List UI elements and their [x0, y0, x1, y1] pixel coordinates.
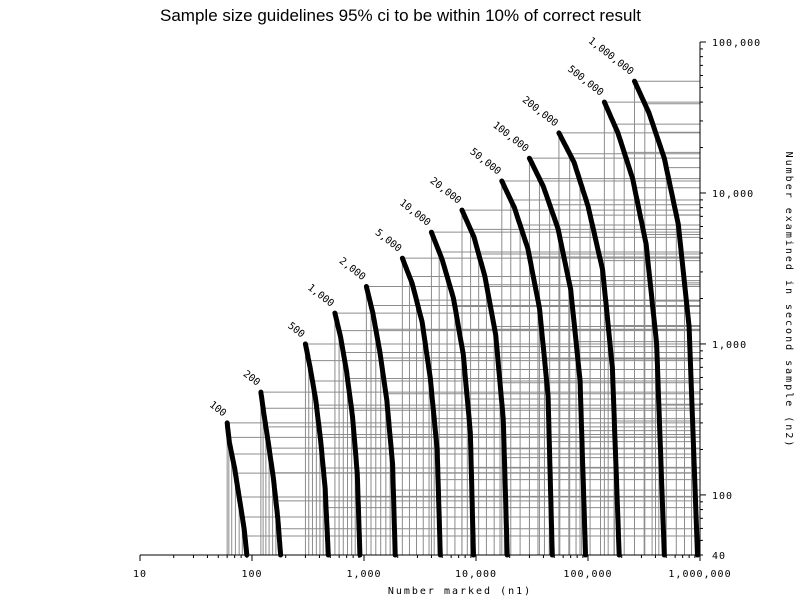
series-curve — [302, 341, 331, 558]
x-tick-label: 100,000 — [563, 569, 612, 580]
y-tick-label: 100,000 — [712, 38, 761, 49]
series-curve — [526, 155, 588, 558]
y-axis-label: Number examined in second sample (n2) — [783, 152, 794, 449]
series-labels: 100 200 500 1,0002,0005,00010,00020,00050,0… — [207, 36, 635, 420]
x-tick-label: 10,000 — [455, 569, 497, 580]
grid-lines — [226, 80, 700, 556]
series-curves — [224, 78, 700, 558]
x-axis-label: Number marked (n1) — [388, 586, 532, 597]
series-label: 500,000 — [565, 64, 605, 99]
y-tick-label: 100 — [712, 491, 733, 502]
series-curve — [632, 78, 700, 558]
series-label: 100,000 — [490, 120, 530, 155]
series-curve — [258, 389, 284, 558]
tick-labels: 10 100 1,000 10,000 100,000 1,000,000 40 100 1,0… — [133, 38, 761, 580]
x-tick-label: 1,000,000 — [668, 569, 731, 580]
x-tick-label: 100 — [241, 569, 262, 580]
series-curve — [499, 178, 555, 558]
series-label: 2,000 — [337, 256, 367, 283]
y-tick-label: 40 — [712, 551, 726, 562]
y-tick-label: 10,000 — [712, 189, 754, 200]
series-label: 500 — [285, 321, 306, 341]
series-label: 1,000 — [305, 282, 335, 309]
series-curve — [601, 99, 667, 558]
y-tick-label: 1,000 — [712, 340, 747, 351]
series-label: 50,000 — [467, 146, 502, 177]
series-label: 200 — [241, 369, 262, 389]
series-curve — [428, 229, 476, 558]
x-tick-label: 1,000 — [346, 569, 381, 580]
series-label: 100 — [207, 399, 228, 419]
series-curve — [332, 310, 363, 558]
chart-title: Sample size guidelines 95% ci to be with… — [160, 6, 641, 25]
series-curve — [399, 255, 443, 558]
series-label: 5,000 — [373, 227, 403, 254]
series-curve — [556, 130, 622, 558]
series-label: 1,000,000 — [586, 36, 635, 78]
axes — [139, 41, 706, 561]
series-label: 200,000 — [520, 95, 560, 130]
series-label: 20,000 — [428, 176, 463, 207]
series-curve — [224, 420, 250, 558]
series-label: 10,000 — [397, 198, 432, 229]
x-tick-label: 10 — [133, 569, 147, 580]
series-curve — [459, 207, 510, 558]
series-curve — [363, 284, 398, 558]
